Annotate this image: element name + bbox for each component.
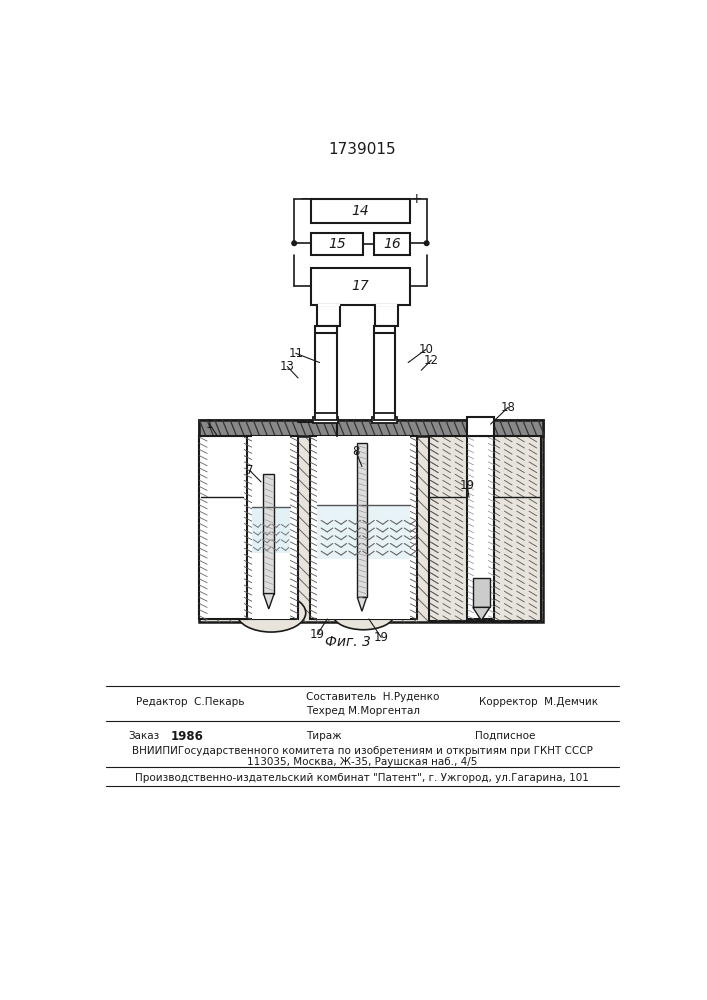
Text: Редактор  С.Пекарь: Редактор С.Пекарь [136,697,245,707]
Text: 1: 1 [206,418,214,431]
Text: 8: 8 [352,445,359,458]
Text: Тираж: Тираж [305,731,341,741]
Bar [252,436,291,619]
Text: +: + [411,192,423,206]
Bar [199,420,543,436]
Bar [467,417,494,436]
Bar [318,304,339,306]
Bar [199,436,247,619]
Bar [244,436,298,619]
Bar [429,436,541,620]
Bar [373,326,395,333]
Text: Подписное: Подписное [475,731,535,741]
Text: 15: 15 [329,237,346,251]
Bar [311,199,409,223]
Circle shape [292,241,296,246]
Text: Составитель  Н.Руденко: Составитель Н.Руденко [305,692,439,702]
Text: 1986: 1986 [171,730,204,742]
Text: 19: 19 [460,479,475,492]
Bar [311,268,409,305]
Text: 12: 12 [423,354,439,367]
Text: 17: 17 [351,279,369,293]
Text: −: − [299,192,311,206]
Text: 10: 10 [419,343,433,356]
Bar [467,436,494,619]
Text: ВНИИПИГосударственного комитета по изобретениям и открытиям при ГКНТ СССР: ВНИИПИГосударственного комитета по изобр… [132,746,592,756]
Text: Заказ: Заказ [129,731,160,741]
Text: 113035, Москва, Ж-35, Раушская наб., 4/5: 113035, Москва, Ж-35, Раушская наб., 4/5 [247,757,477,767]
Text: 19: 19 [310,628,325,641]
Bar [372,417,397,423]
Text: 11: 11 [288,347,303,360]
Text: 19: 19 [374,631,389,644]
Bar [315,413,337,420]
Bar [376,304,397,306]
Text: 14: 14 [351,204,369,218]
Text: 7: 7 [246,464,253,477]
Polygon shape [264,594,274,609]
Bar [373,233,411,255]
Bar [317,436,409,619]
Bar [357,443,366,597]
Text: Техред М.Моргентал: Техред М.Моргентал [305,706,420,716]
Bar [199,420,543,622]
Circle shape [424,241,429,246]
Text: 16: 16 [383,237,401,251]
Ellipse shape [333,599,395,630]
Bar [317,505,409,559]
Bar [373,413,395,420]
Bar [473,578,490,607]
Bar [375,305,398,326]
Bar [252,507,291,553]
Text: Производственно-издательский комбинат "Патент", г. Ужгород, ул.Гагарина, 101: Производственно-издательский комбинат "П… [135,773,589,783]
Text: Корректор  М.Демчик: Корректор М.Демчик [479,697,598,707]
Bar [310,436,417,619]
Bar [313,417,338,423]
Ellipse shape [236,594,305,632]
Polygon shape [473,607,490,620]
Bar [315,326,337,333]
Bar [317,305,340,326]
Bar [264,474,274,594]
Text: 18: 18 [501,401,515,414]
Text: 1739015: 1739015 [328,142,396,157]
Bar [311,233,363,255]
Text: 13: 13 [280,360,295,373]
Text: Фиг. 3: Фиг. 3 [325,635,371,649]
Polygon shape [357,597,366,611]
